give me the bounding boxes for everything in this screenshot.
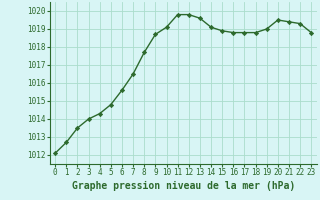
X-axis label: Graphe pression niveau de la mer (hPa): Graphe pression niveau de la mer (hPa): [72, 181, 295, 191]
